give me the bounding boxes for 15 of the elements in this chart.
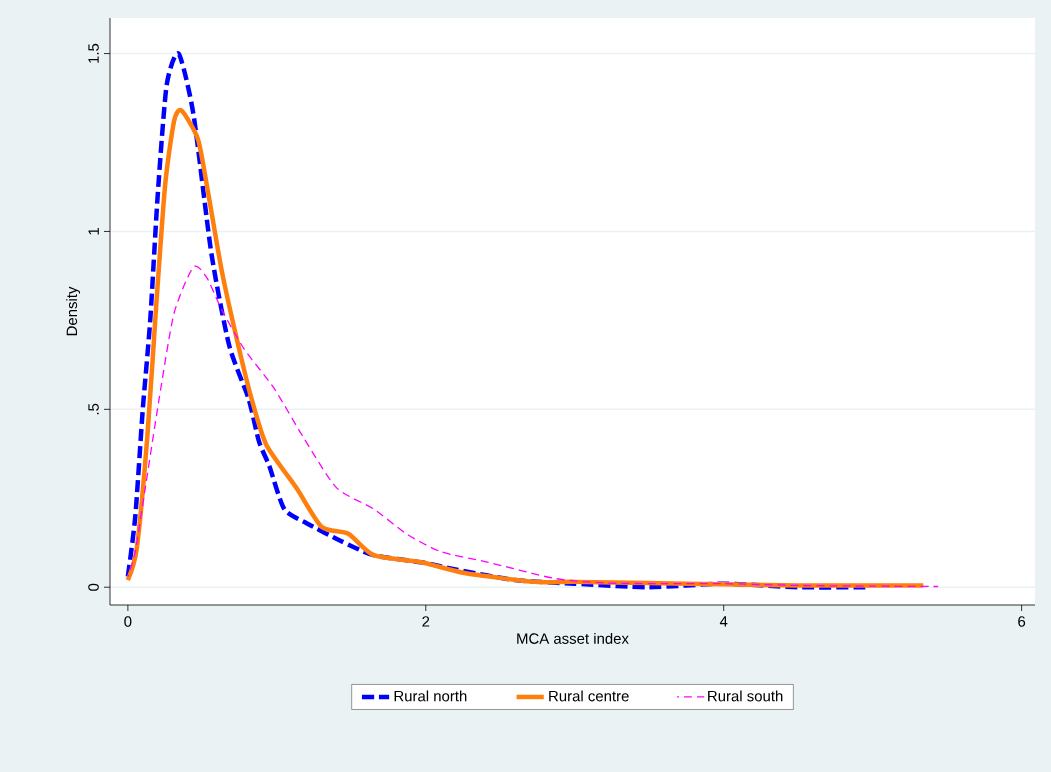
x-tick-label: 6 — [1018, 616, 1026, 627]
y-tick-label: 1 — [88, 228, 99, 235]
y-tick-label: 1.5 — [88, 43, 99, 63]
x-axis-title: MCA asset index — [517, 632, 629, 644]
x-tick-label: 4 — [719, 616, 728, 627]
y-tick-label: 0 — [88, 583, 99, 591]
line-series — [125, 108, 926, 588]
x-tick-label: 0 — [124, 616, 132, 627]
legend-label: Rural centre — [549, 690, 629, 702]
legend-label: Rural north — [394, 690, 467, 702]
y-tick-label: .5 — [88, 403, 99, 415]
legend-label: Rural south — [708, 690, 783, 702]
x-tick-label: 2 — [422, 616, 430, 627]
line-series — [127, 266, 939, 588]
y-axis-title: Density — [66, 286, 81, 336]
